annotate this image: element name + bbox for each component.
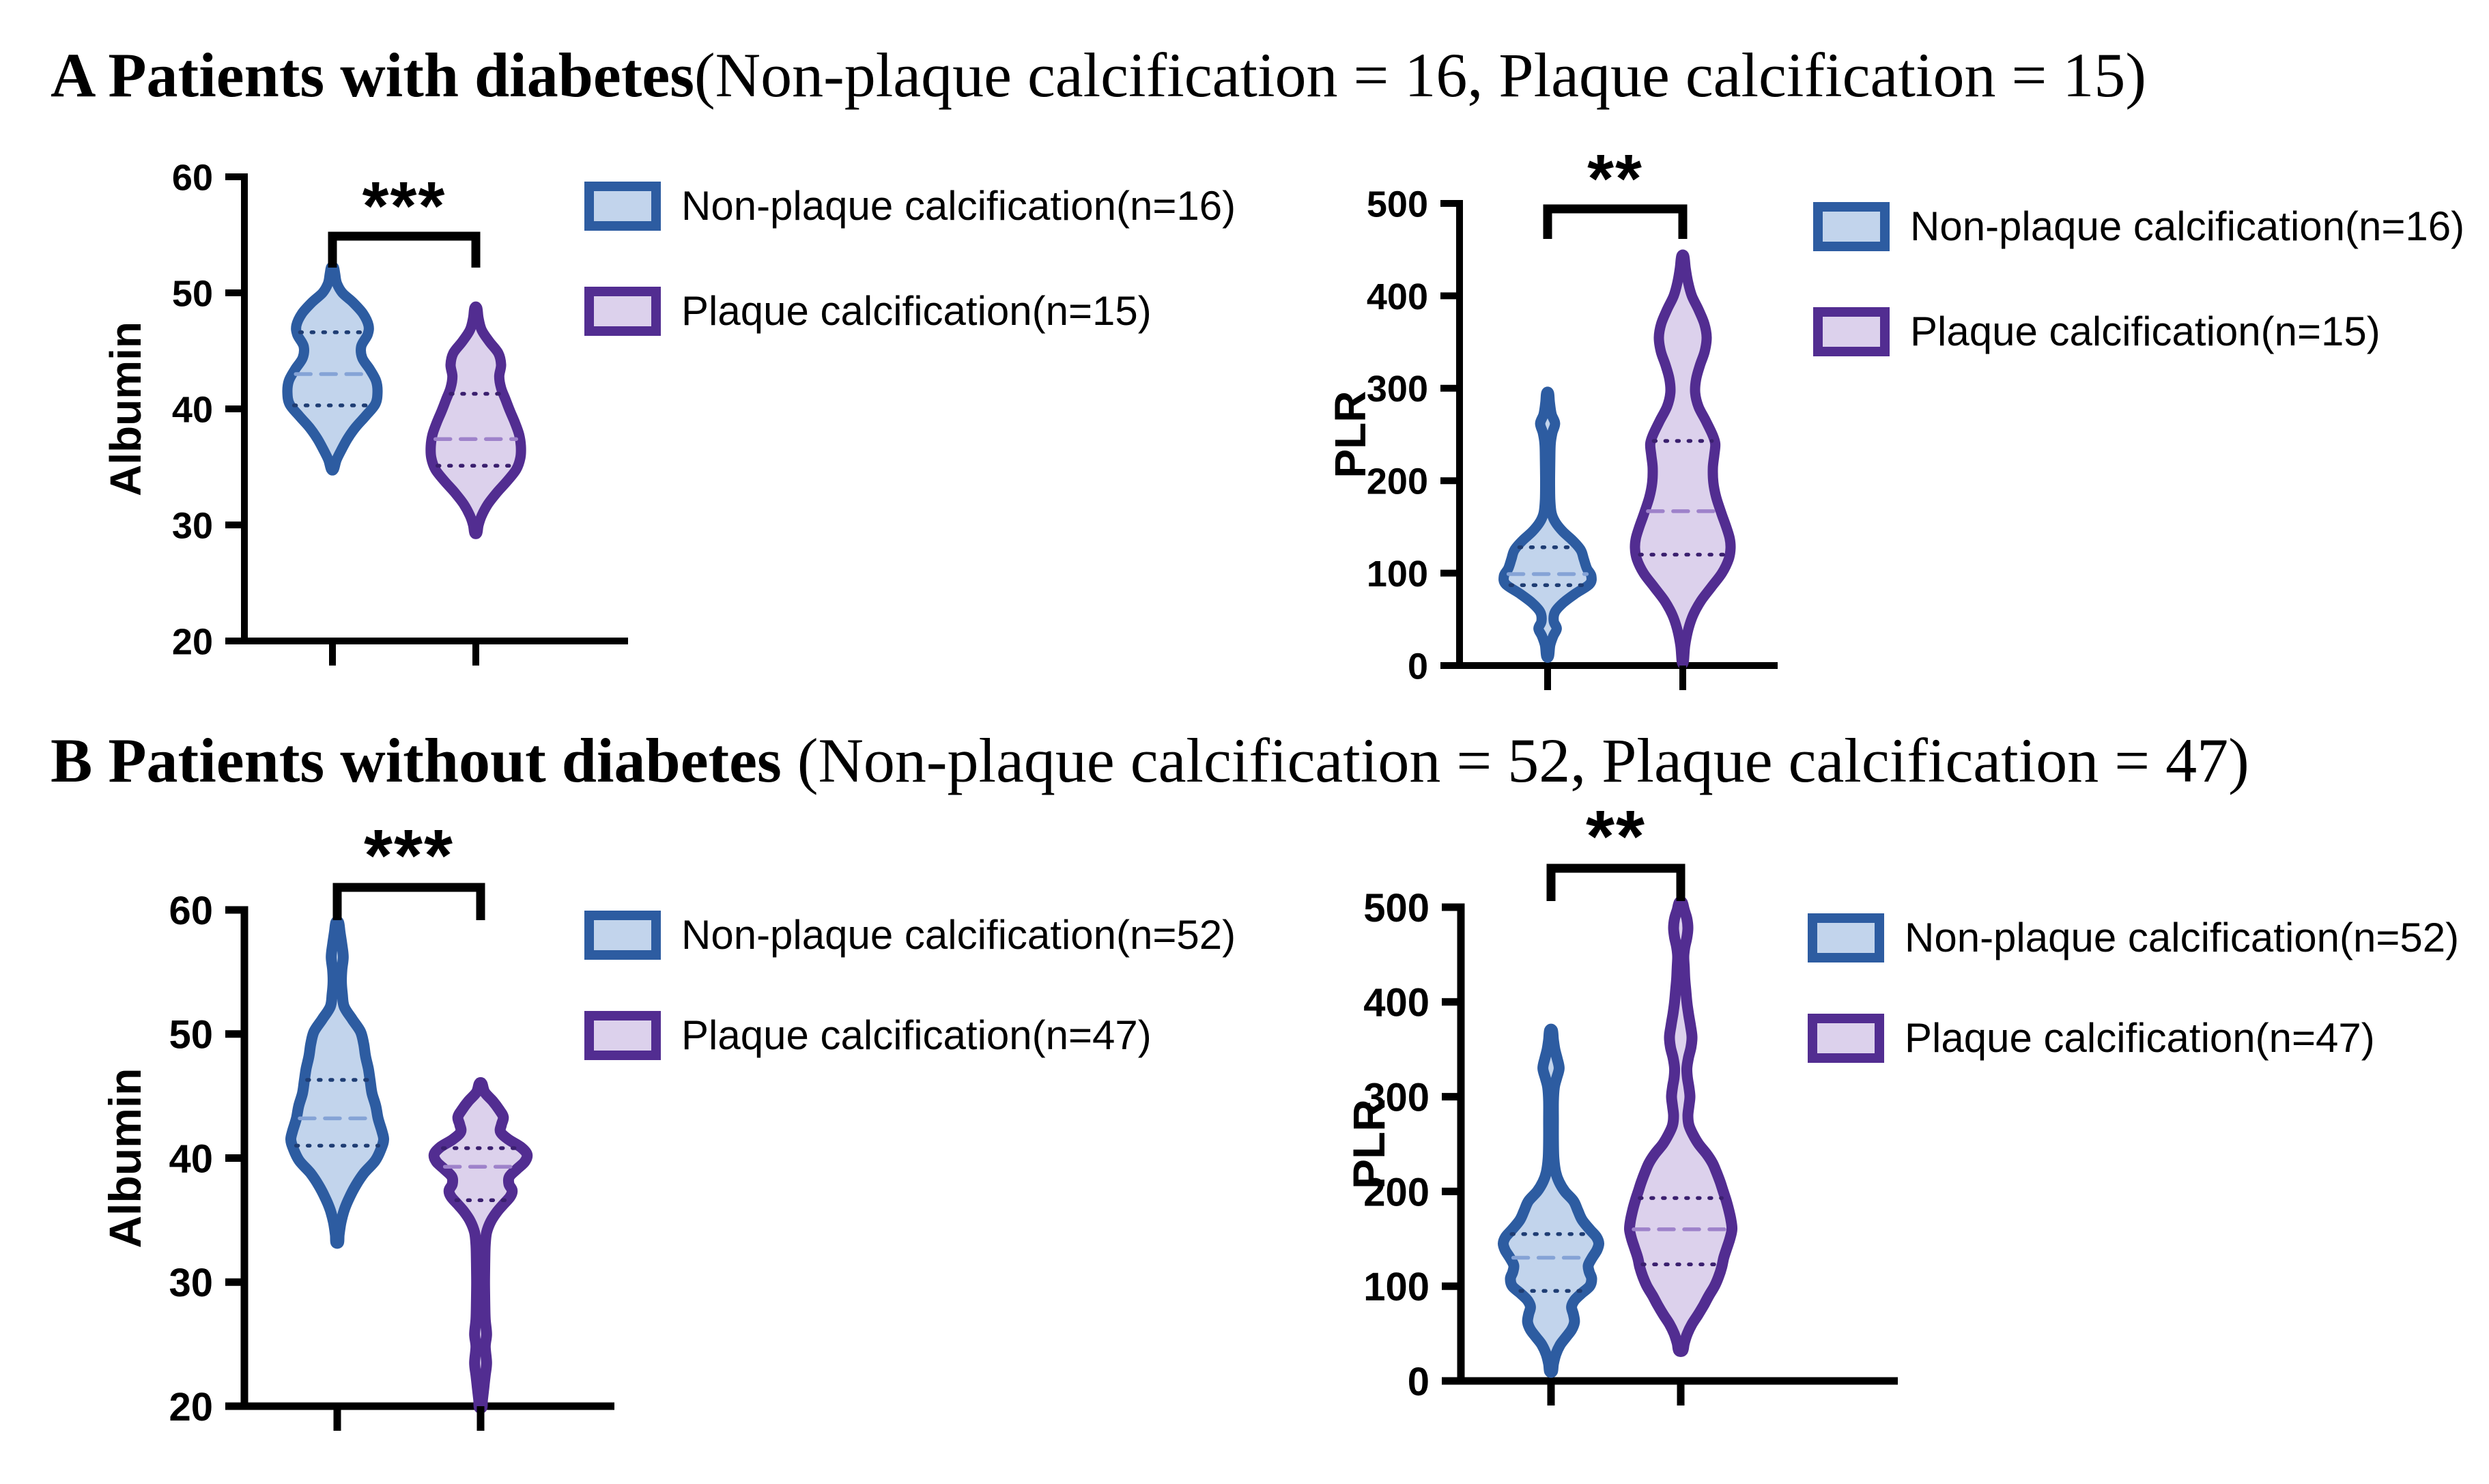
y-tick-label: 0 bbox=[1408, 1360, 1430, 1404]
legend-label: Non-plaque calcification(n=16) bbox=[1910, 203, 2465, 249]
y-tick-label: 0 bbox=[1408, 646, 1428, 687]
violin-plaque bbox=[1623, 896, 1738, 1357]
significance-stars: ** bbox=[1587, 141, 1643, 217]
legend-row-non-plaque: Non-plaque calcification(n=52) bbox=[1808, 913, 2459, 962]
legend-label: Non-plaque calcification(n=52) bbox=[1905, 915, 2460, 960]
significance-stars: *** bbox=[364, 814, 454, 896]
y-tick-label: 400 bbox=[1363, 981, 1430, 1025]
panel-b-title-bold: B Patients without diabetes bbox=[51, 726, 782, 795]
plot-b-albumin: 20 30 40 50 60 Albumin *** bbox=[100, 814, 614, 1431]
legend-b-plr: Non-plaque calcification(n=52) Plaque ca… bbox=[1808, 913, 2459, 1063]
significance-bracket bbox=[1546, 864, 1686, 901]
y-axis-title: Albumin bbox=[101, 322, 150, 496]
legend-a-albumin: Non-plaque calcification(n=16) Plaque ca… bbox=[584, 182, 1236, 336]
y-tick-label: 500 bbox=[1363, 886, 1430, 930]
y-tick-label: 300 bbox=[1367, 369, 1428, 410]
y-tick-label: 20 bbox=[172, 621, 213, 662]
legend-label: Non-plaque calcification(n=52) bbox=[681, 912, 1236, 958]
significance-stars: *** bbox=[362, 168, 446, 244]
legend-label: Plaque calcification(n=15) bbox=[1910, 309, 2380, 354]
y-tick-label: 60 bbox=[169, 889, 213, 933]
significance-bracket bbox=[1543, 204, 1688, 239]
panel-a-title-counts: (Non-plaque calcification = 16, Plaque c… bbox=[694, 40, 2146, 110]
violin-plaque bbox=[425, 301, 526, 539]
legend-row-plaque: Plaque calcification(n=15) bbox=[1813, 307, 2464, 356]
y-axis-title: PLR bbox=[1326, 391, 1375, 479]
legend-a-plr: Non-plaque calcification(n=16) Plaque ca… bbox=[1813, 202, 2464, 356]
plot-b-plr: 0 100 200 300 400 500 PLR ** bbox=[1343, 795, 1898, 1405]
non-plaque-swatch-icon bbox=[584, 182, 661, 231]
significance-stars: ** bbox=[1586, 795, 1646, 877]
plaque-swatch-icon bbox=[1813, 307, 1890, 356]
violin-plaque bbox=[428, 1077, 533, 1414]
legend-row-plaque: Plaque calcification(n=47) bbox=[584, 1011, 1236, 1060]
y-tick-label: 50 bbox=[169, 1013, 213, 1057]
y-tick-label: 30 bbox=[172, 505, 213, 546]
legend-label: Non-plaque calcification(n=16) bbox=[681, 183, 1236, 229]
y-tick-label: 200 bbox=[1367, 461, 1428, 502]
y-tick-label: 500 bbox=[1367, 184, 1428, 225]
y-tick-label: 30 bbox=[169, 1261, 213, 1305]
y-tick-label: 100 bbox=[1367, 554, 1428, 595]
y-tick-label: 200 bbox=[1363, 1170, 1430, 1214]
y-tick-label: 300 bbox=[1363, 1075, 1430, 1119]
violin-non_plaque bbox=[1498, 1023, 1604, 1378]
plaque-swatch-icon bbox=[584, 287, 661, 336]
y-tick-label: 40 bbox=[172, 389, 213, 430]
panel-b-title: B Patients without diabetes (Non-plaque … bbox=[51, 725, 2249, 797]
panel-a-title: A Patients with diabetes(Non-plaque calc… bbox=[51, 40, 2146, 112]
axis-a-plr bbox=[1456, 200, 1778, 669]
panel-a-title-bold: A Patients with diabetes bbox=[51, 40, 694, 110]
violin-non_plaque bbox=[282, 261, 383, 476]
y-tick-label: 50 bbox=[172, 273, 213, 314]
legend-label: Plaque calcification(n=47) bbox=[1905, 1015, 2375, 1061]
y-tick-label: 400 bbox=[1367, 276, 1428, 317]
violin-non_plaque bbox=[1498, 386, 1597, 663]
plot-a-plr: 0 100 200 300 400 500 PLR ** bbox=[1326, 141, 1778, 690]
legend-label: Plaque calcification(n=47) bbox=[681, 1012, 1152, 1058]
non-plaque-swatch-icon bbox=[1813, 202, 1890, 251]
non-plaque-swatch-icon bbox=[584, 911, 661, 960]
legend-label: Plaque calcification(n=15) bbox=[681, 288, 1152, 334]
legend-row-non-plaque: Non-plaque calcification(n=16) bbox=[584, 182, 1236, 231]
significance-bracket bbox=[332, 883, 485, 920]
legend-row-plaque: Plaque calcification(n=15) bbox=[584, 287, 1236, 336]
y-tick-label: 20 bbox=[169, 1385, 213, 1429]
y-tick-label: 40 bbox=[169, 1137, 213, 1181]
plaque-swatch-icon bbox=[584, 1011, 661, 1060]
legend-b-albumin: Non-plaque calcification(n=52) Plaque ca… bbox=[584, 911, 1236, 1060]
y-tick-label: 100 bbox=[1363, 1265, 1430, 1309]
y-axis-title: Albumin bbox=[100, 1068, 150, 1248]
significance-bracket bbox=[328, 231, 481, 268]
y-tick-label: 60 bbox=[172, 157, 213, 198]
plot-a-albumin: 20 30 40 50 60 Albumin *** bbox=[101, 157, 628, 666]
plaque-swatch-icon bbox=[1808, 1014, 1884, 1063]
legend-row-non-plaque: Non-plaque calcification(n=16) bbox=[1813, 202, 2464, 251]
legend-row-non-plaque: Non-plaque calcification(n=52) bbox=[584, 911, 1236, 960]
legend-row-plaque: Plaque calcification(n=47) bbox=[1808, 1014, 2459, 1063]
y-axis-title: PLR bbox=[1343, 1099, 1394, 1189]
violin-plaque bbox=[1630, 249, 1736, 670]
non-plaque-swatch-icon bbox=[1808, 913, 1884, 962]
panel-b-title-counts: (Non-plaque calcification = 52, Plaque c… bbox=[781, 726, 2249, 795]
violin-non_plaque bbox=[285, 915, 389, 1249]
